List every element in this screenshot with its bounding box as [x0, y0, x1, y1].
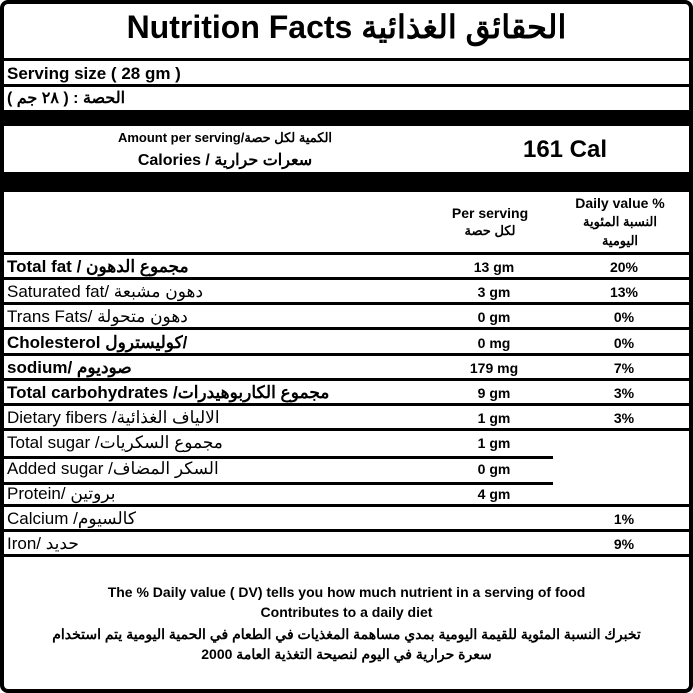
daily-value-header-ar2: اليومية	[601, 233, 639, 248]
nutrient-row: Iron/ حديد 9%	[4, 532, 689, 558]
per-serving-value: 0 mg	[477, 334, 511, 351]
nutrient-name: Added sugar /السكر المضاف	[7, 458, 219, 478]
divider	[4, 58, 689, 61]
daily-value-percent: 3%	[613, 410, 635, 427]
nutrient-row: Trans Fats/ دهون متحولة 0 gm 0%	[4, 305, 689, 331]
daily-value-percent: 0%	[613, 334, 635, 351]
footer-en-line1: The % Daily value ( DV) tells you how mu…	[107, 584, 586, 600]
per-serving-header: Per serving	[451, 205, 529, 221]
per-serving-header-ar: لكل حصة	[464, 223, 516, 238]
black-band	[0, 172, 693, 192]
nutrient-name: Saturated fat/ دهون مشبعة	[7, 282, 204, 302]
per-serving-value: 9 gm	[477, 385, 511, 401]
daily-value-percent: 20%	[609, 259, 639, 275]
amount-per-serving-label: Amount per serving/الكمية لكل حصة	[117, 130, 333, 145]
nutrient-row: Protein/ بروتين 4 gm	[4, 482, 689, 507]
nutrient-name: Dietary fibers /الالياف الغذائية	[7, 408, 220, 428]
black-band	[0, 110, 693, 126]
per-serving-value: 179 mg	[469, 359, 519, 376]
nutrient-name: Trans Fats/ دهون متحولة	[7, 307, 188, 327]
calories-value: 161 Cal	[522, 136, 608, 163]
nutrient-name: Total fat / مجموع الدهون	[7, 257, 189, 276]
per-serving-value: 0 gm	[477, 460, 511, 477]
nutrient-name: Total sugar /مجموع السكريات	[7, 433, 223, 453]
nutrient-row: Cholesterol كوليسترول/ 0 mg 0%	[4, 331, 689, 356]
nutrient-name: Total carbohydrates /مجموع الكاربوهيدرات	[7, 383, 330, 402]
daily-value-percent: 7%	[613, 359, 635, 376]
divider	[4, 84, 689, 87]
per-serving-value: 1 gm	[477, 410, 511, 427]
daily-value-percent: 13%	[609, 284, 639, 301]
daily-value-header-ar: النسبة المئوية	[583, 214, 657, 229]
daily-value-percent: 3%	[613, 385, 635, 401]
nutrient-row: Total sugar /مجموع السكريات 1 gm	[4, 431, 689, 460]
daily-value-percent: 9%	[613, 536, 635, 553]
page-title: Nutrition Facts الحقائق الغذائية	[126, 9, 567, 45]
serving-size-ar: الحصة : ( ٢٨ جم )	[7, 90, 126, 107]
nutrient-name: sodium/ صوديوم	[7, 357, 132, 377]
daily-value-percent: 0%	[613, 309, 635, 326]
nutrient-row: Calcium /كالسيوم 1%	[4, 507, 689, 532]
daily-value-percent: 1%	[613, 511, 635, 527]
daily-value-header: Daily value %	[575, 195, 665, 211]
per-serving-value: 0 gm	[477, 309, 511, 326]
per-serving-value: 3 gm	[477, 284, 511, 301]
nutrient-row: Saturated fat/ دهون مشبعة 3 gm 13%	[4, 280, 689, 306]
nutrient-name: Protein/ بروتين	[7, 483, 116, 503]
nutrient-row: sodium/ صوديوم 179 mg 7%	[4, 356, 689, 381]
nutrient-name: Calcium /كالسيوم	[7, 509, 136, 528]
nutrient-name: Cholesterol كوليسترول/	[7, 332, 188, 352]
footer-en-line2: Contributes to a daily diet	[260, 604, 433, 620]
per-serving-value: 13 gm	[473, 259, 515, 275]
nutrient-row: Total fat / مجموع الدهون 13 gm 20%	[4, 255, 689, 280]
nutrient-row: Total carbohydrates /مجموع الكاربوهيدرات…	[4, 381, 689, 406]
per-serving-value: 1 gm	[477, 435, 511, 452]
calories-label: Calories / سعرات حرارية	[137, 152, 313, 169]
serving-size-en: Serving size ( 28 gm )	[7, 64, 181, 83]
nutrient-row: Dietary fibers /الالياف الغذائية 1 gm 3%	[4, 406, 689, 432]
footer-ar-line2: سعرة حرارية في اليوم لنصيحة التغذية العا…	[201, 646, 492, 662]
footer-ar-line1: تخبرك النسبة المئوية للقيمة اليومية بمدي…	[52, 626, 641, 642]
nutrient-row: Added sugar /السكر المضاف 0 gm	[4, 457, 689, 485]
divider	[4, 252, 689, 255]
nutrient-name: Iron/ حديد	[7, 534, 79, 554]
per-serving-value: 4 gm	[477, 485, 511, 502]
